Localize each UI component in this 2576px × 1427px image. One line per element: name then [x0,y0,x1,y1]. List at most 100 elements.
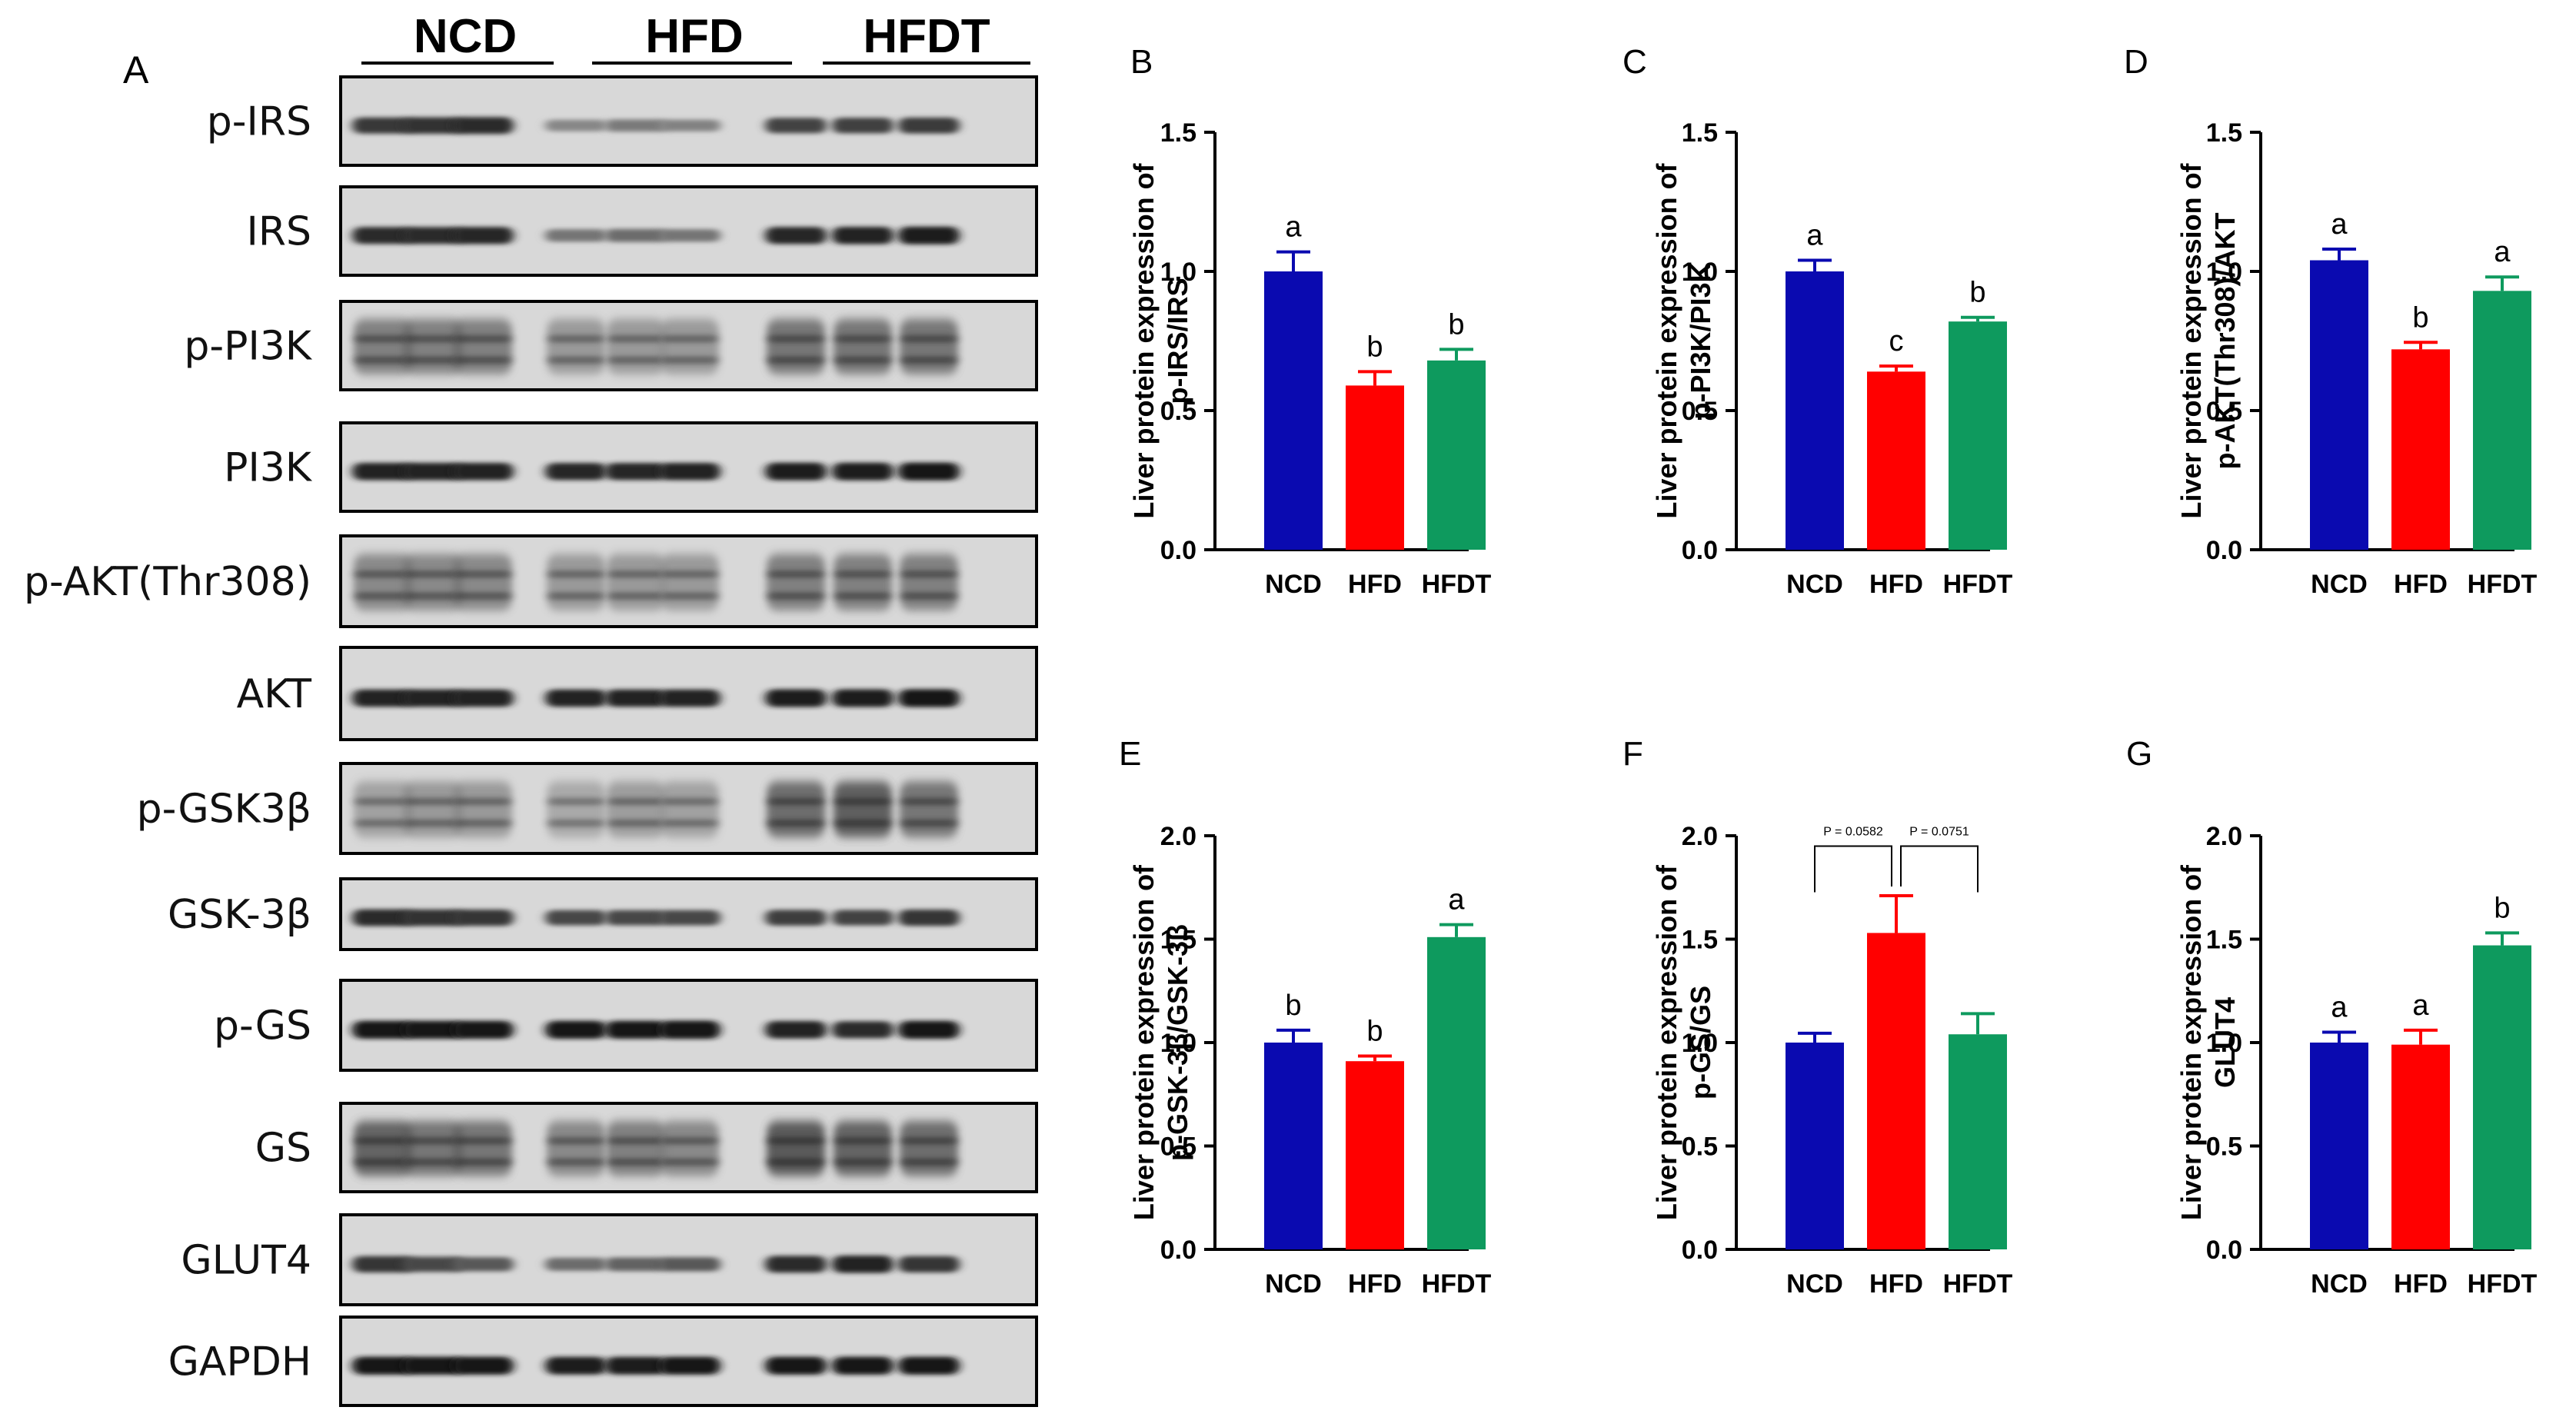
blot-band [835,570,890,578]
significance-letter: a [2494,236,2511,268]
blot-band [659,1257,721,1272]
blot-band [765,227,827,244]
y-tick-label: 0.0 [1682,1236,1718,1265]
blot-band [548,797,604,806]
blot-band [608,570,664,578]
blot-band [355,1136,411,1145]
blot-band [452,1356,514,1375]
y-tick-label: 1.0 [1682,258,1718,287]
blot-band [355,356,411,364]
x-tick-label: HFD [2394,570,2448,599]
blot-band [454,1121,512,1176]
blot-lanes [352,1256,960,1273]
bar-hfd [2391,349,2450,550]
blot-label: GS [255,1126,311,1172]
y-tick-label: 1.5 [1682,118,1718,148]
blot-band [901,356,957,364]
blot-label: p-AKT(Thr308) [24,559,311,605]
blot-band [832,1021,894,1039]
blot-band [900,554,958,610]
blot-band [354,554,412,610]
blot-band [834,1121,892,1176]
blot-band [662,334,717,343]
chart-panel-g: G Liver protein expression ofGLUT4 0.0 0.5 1… [2126,735,2538,1299]
x-tick-label: HFD [2394,1269,2448,1299]
blot-band [898,1256,960,1272]
blot-band [767,781,825,837]
y-tick-label: 1.5 [2206,118,2242,148]
y-axis-title-line: GLUT4 [2209,997,2241,1088]
blot-band [832,1356,894,1375]
bar-hfd [1867,933,1925,1249]
y-tick-label: 1.0 [2206,1029,2242,1058]
blot-band [402,1256,464,1272]
blot-band [605,1257,667,1272]
blot-band [402,1356,464,1375]
blot-band [835,1158,890,1166]
blot-band [661,1121,719,1176]
blot-row-akt: AKT [237,646,1038,741]
blot-band [662,1136,717,1145]
blot-lanes [352,117,960,135]
panel-letter-a: A [123,48,149,91]
blot-band [545,689,607,707]
blot-band [898,910,960,926]
x-tick-label: NCD [2311,1269,2368,1299]
significance-letter: a [1285,211,1302,244]
blot-band [765,462,827,481]
y-axis-title-line: p-GSK-3β/GSK-3β [1162,924,1193,1161]
y-axis-title-line: Liver protein expression of [2175,864,2207,1220]
x-tick-label: NCD [1786,1269,1843,1299]
blot-band [765,1021,827,1039]
blot-band [455,1136,511,1145]
chart-panel-b: B Liver protein expression ofp-IRS/IRS 0.0… [1128,43,1492,599]
blot-band [767,319,825,374]
panel-letter-f: F [1622,735,1643,773]
blot-band [605,910,667,926]
bar-hfdt [2473,291,2531,550]
bar-hfd [1867,371,1925,550]
significance-letter: a [1448,884,1465,916]
y-axis-title-line: p-GS/GS [1685,986,1716,1099]
panel-letter-e: E [1119,735,1141,773]
significance-letter: b [1366,1015,1383,1047]
blot-band [402,1020,464,1039]
blot-band [454,554,512,610]
blot-lanes [354,554,958,610]
blot-band [832,910,894,926]
blot-label: GAPDH [168,1339,311,1385]
blot-band [898,689,960,707]
significance-letter: c [1889,325,1904,358]
blot-band [832,226,894,244]
blot-band [898,462,960,481]
blot-lanes [352,1020,960,1039]
x-tick-label: HFDT [1943,1269,2013,1299]
blot-label: PI3K [224,445,313,491]
blot-band [548,819,604,827]
blot-band [352,227,414,244]
bar-hfd [1346,385,1404,550]
panel-letter-b: B [1130,43,1153,81]
blot-band [452,227,514,244]
blot-band [900,1121,958,1176]
x-tick-label: HFD [1348,570,1402,599]
blot-band [454,781,512,837]
blot-band [352,117,414,134]
significance-letter: a [1806,220,1823,252]
significance-letter: a [2331,992,2348,1024]
blot-band [659,689,721,707]
blot-band [355,797,411,806]
y-tick-label: 1.5 [1682,926,1718,955]
blot-band [605,228,667,242]
blot-band [901,797,957,806]
blot-band [545,229,607,242]
significance-letter: a [2412,990,2429,1022]
y-axis-title-line: p-AKT(Thr308)/AKT [2209,212,2241,469]
blot-band [901,1136,957,1145]
blot-band [900,319,958,374]
western-blot-panel: A NCD HFD HFDT p-IRS IRS p-PI3K PI3K p-AKT(Thr30… [24,10,1038,1407]
blot-band [608,356,664,364]
blot-band [355,592,411,600]
